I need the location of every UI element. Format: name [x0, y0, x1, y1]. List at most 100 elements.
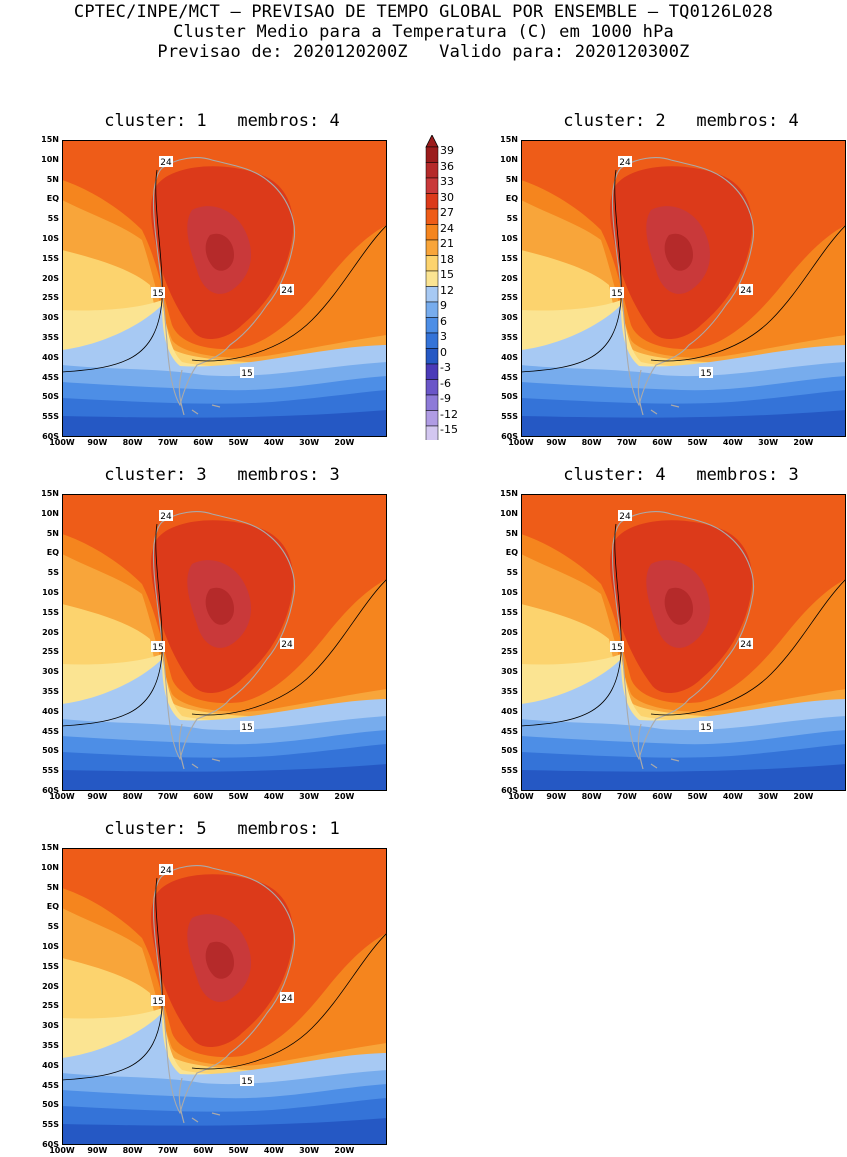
panel-title: cluster: 1 membros: 4 — [104, 111, 340, 131]
colorbar-swatch — [425, 286, 439, 303]
temperature-map: 24 15 24 15 — [62, 140, 387, 437]
lon-tick-label: 80W — [122, 438, 143, 447]
lon-tick-label: 40W — [263, 1146, 284, 1155]
lat-tick-label: 10N — [41, 508, 59, 518]
lat-tick-label: 30S — [42, 313, 59, 323]
lat-tick-label: 30S — [42, 1021, 59, 1031]
temperature-band-9 — [62, 1118, 387, 1145]
contour-label: 24 — [739, 284, 753, 296]
lat-tick-label: 30S — [501, 313, 518, 323]
colorbar-label: 9 — [440, 299, 447, 312]
lat-tick-label: 15S — [501, 607, 518, 617]
lat-tick-label: 15S — [42, 961, 59, 971]
map-frame — [62, 140, 387, 437]
lon-tick-label: 20W — [334, 792, 355, 801]
lat-tick-label: 55S — [42, 412, 59, 422]
continent-outline — [611, 157, 755, 407]
lat-tick-label: 40S — [42, 706, 59, 716]
lon-tick-label: 90W — [546, 438, 567, 447]
contour-15 — [521, 169, 622, 373]
lat-tick-label: 10S — [501, 588, 518, 597]
lon-tick-label: 100W — [49, 792, 75, 801]
lat-tick-label: 55S — [42, 1120, 59, 1130]
lat-tick-label: 10N — [500, 508, 518, 518]
lon-tick-label: 90W — [546, 792, 567, 801]
lon-tick-label: 60W — [652, 792, 673, 801]
panel-title: cluster: 2 membros: 4 — [563, 111, 799, 131]
lat-tick-label: 50S — [42, 392, 59, 402]
colorbar-legend: 39 36 33 30 27 24 21 18 15 12 9 6 3 0 -3 -6 -9 -12 -15 — [424, 134, 458, 455]
svg-text:24: 24 — [281, 286, 293, 296]
lat-tick-label: 35S — [501, 687, 518, 696]
lat-tick-label: 55S — [501, 412, 518, 422]
lon-tick-label: 100W — [49, 1146, 75, 1155]
contour-24 — [191, 224, 387, 362]
lat-tick-label: 15N — [41, 843, 59, 852]
contour-label: 15 — [151, 995, 165, 1007]
lat-tick-label: 10S — [42, 942, 59, 951]
map-frame — [62, 848, 387, 1145]
lat-tick-label: 40S — [42, 352, 59, 362]
colorbar-swatch — [425, 224, 439, 241]
lon-tick-label: 50W — [228, 438, 249, 447]
lat-tick-label: 15N — [500, 489, 518, 498]
lon-tick-label: 30W — [299, 438, 320, 447]
colorbar-swatch — [425, 379, 439, 396]
lat-tick-label: EQ — [46, 548, 59, 558]
contour-label: 24 — [159, 156, 173, 168]
svg-text:15: 15 — [152, 643, 163, 653]
contour-label: 15 — [240, 721, 254, 733]
colorbar-swatch — [425, 162, 439, 179]
colorbar-swatch — [425, 363, 439, 380]
continent-outline — [152, 865, 296, 1115]
svg-text:24: 24 — [160, 158, 172, 168]
lat-tick-label: EQ — [46, 194, 59, 204]
colorbar-label: 0 — [440, 345, 447, 359]
svg-text:24: 24 — [281, 640, 293, 650]
lat-tick-label: 10S — [42, 234, 59, 243]
lon-tick-label: 30W — [758, 438, 779, 447]
lat-tick-label: 5N — [46, 174, 59, 184]
hot-region-2 — [664, 587, 693, 625]
lon-tick-label: 90W — [87, 792, 108, 801]
contour-label: 15 — [610, 287, 624, 299]
lon-tick-label: 50W — [687, 792, 708, 801]
lon-tick-label: 30W — [299, 792, 320, 801]
svg-text:15: 15 — [700, 723, 711, 733]
colorbar-swatch — [425, 146, 439, 163]
colorbar-swatch — [425, 177, 439, 194]
contour-24 — [650, 578, 846, 716]
colorbar-label: 36 — [440, 159, 454, 173]
lat-tick-label: 60S — [42, 432, 59, 441]
svg-text:15: 15 — [241, 369, 252, 379]
lat-tick-label: 20S — [501, 627, 518, 637]
contour-label: 24 — [618, 510, 632, 522]
contour-label: 24 — [280, 992, 294, 1004]
contour-label: 24 — [739, 638, 753, 650]
colorbar-swatch — [425, 208, 439, 225]
lon-tick-label: 80W — [122, 792, 143, 801]
lat-tick-label: 55S — [42, 766, 59, 776]
hot-region-2 — [205, 941, 234, 979]
lat-tick-label: 5N — [46, 528, 59, 538]
lat-tick-label: 15S — [42, 253, 59, 263]
colorbar-label: -12 — [440, 407, 458, 421]
temperature-band-9 — [62, 410, 387, 437]
colorbar-swatch — [425, 425, 439, 442]
colorbar-label: -3 — [440, 361, 451, 374]
colorbar-label: 3 — [440, 330, 447, 343]
lat-tick-label: 25S — [501, 293, 518, 303]
continent-outline — [152, 511, 296, 761]
svg-text:24: 24 — [281, 994, 293, 1004]
svg-text:15: 15 — [152, 997, 163, 1007]
lat-tick-label: 45S — [42, 726, 59, 736]
svg-text:15: 15 — [611, 289, 622, 299]
lat-tick-label: 5S — [47, 922, 59, 932]
panel-title: cluster: 3 membros: 3 — [104, 465, 340, 485]
patagonia-outline — [637, 723, 680, 770]
lon-tick-label: 60W — [193, 792, 214, 801]
hot-region-2 — [205, 587, 234, 625]
lat-tick-label: 5S — [506, 568, 518, 578]
contour-15 — [62, 877, 163, 1081]
colorbar-label: 30 — [440, 190, 454, 204]
